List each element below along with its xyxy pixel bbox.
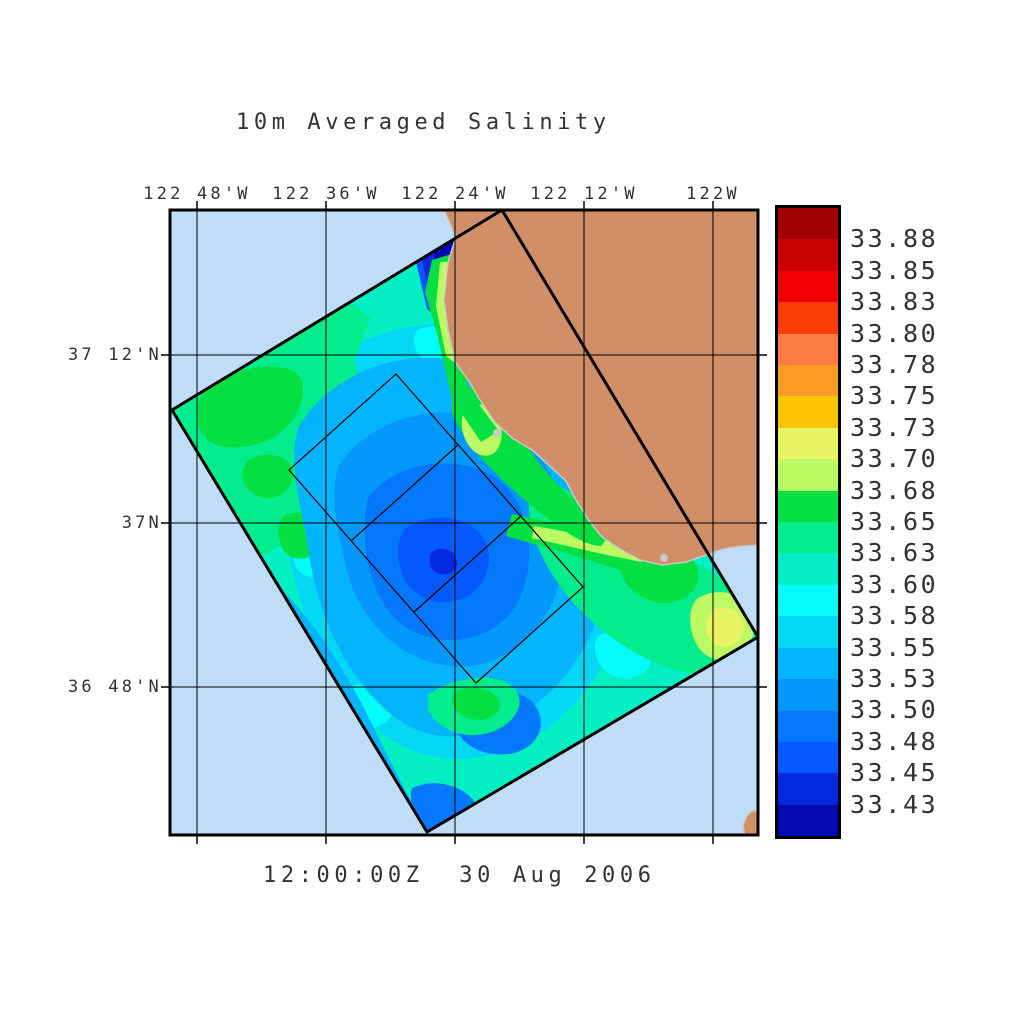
colorbar-band bbox=[778, 553, 838, 585]
colorbar-tick-label: 33.70 bbox=[850, 444, 939, 473]
colorbar-tick-label: 33.88 bbox=[850, 224, 939, 253]
colorbar-tick-label: 33.65 bbox=[850, 507, 939, 536]
colorbar-tick-label: 33.63 bbox=[850, 538, 939, 567]
colorbar-band bbox=[778, 522, 838, 554]
y-axis-label-36-48n: 36 48'N bbox=[67, 677, 162, 697]
x-axis-label-122w: 122W bbox=[686, 184, 740, 204]
field-eddy-core-dark bbox=[429, 548, 458, 575]
map-frame bbox=[168, 208, 760, 837]
salinity-field bbox=[172, 210, 758, 832]
colorbar-band bbox=[778, 647, 838, 680]
colorbar-band bbox=[778, 239, 838, 271]
nested-subdomains bbox=[288, 373, 584, 684]
colorbar-band bbox=[778, 741, 838, 774]
colorbar-band bbox=[778, 208, 838, 240]
colorbar-band bbox=[778, 804, 838, 837]
x-axis-label-122-12w: 122 12'W bbox=[530, 184, 638, 204]
colorbar bbox=[775, 205, 841, 839]
colorbar-tick-label: 33.83 bbox=[850, 287, 939, 316]
grid-lines bbox=[170, 210, 758, 835]
colorbar-band bbox=[778, 616, 838, 648]
colorbar-band bbox=[778, 679, 838, 711]
colorbar-tick-label: 33.75 bbox=[850, 381, 939, 410]
land-california bbox=[442, 210, 758, 566]
colorbar-band bbox=[778, 584, 838, 617]
colorbar-tick-label: 33.58 bbox=[850, 601, 939, 630]
x-axis-label-122-36w: 122 36'W bbox=[272, 184, 380, 204]
colorbar-band bbox=[778, 490, 838, 523]
colorbar-band bbox=[778, 365, 838, 397]
colorbar-band bbox=[778, 459, 838, 491]
y-axis-label-37-12n: 37 12'N bbox=[67, 345, 162, 365]
colorbar-band bbox=[778, 270, 838, 303]
coast-marsh-dot bbox=[660, 554, 668, 562]
colorbar-band bbox=[778, 302, 838, 334]
colorbar-tick-label: 33.45 bbox=[850, 758, 939, 787]
colorbar-tick-label: 33.85 bbox=[850, 256, 939, 285]
colorbar-band bbox=[778, 333, 838, 366]
colorbar-band bbox=[778, 773, 838, 805]
colorbar-tick-label: 33.48 bbox=[850, 727, 939, 756]
land-south-headland bbox=[742, 809, 758, 835]
colorbar-tick-label: 33.53 bbox=[850, 664, 939, 693]
colorbar-tick-label: 33.68 bbox=[850, 476, 939, 505]
colorbar-band bbox=[778, 396, 838, 428]
x-axis-label-122-48w: 122 48'W bbox=[143, 184, 251, 204]
colorbar-tick-label: 33.73 bbox=[850, 413, 939, 442]
y-axis-label-37n: 37N bbox=[121, 513, 162, 533]
colorbar-tick-label: 33.43 bbox=[850, 790, 939, 819]
field-west-green-blob bbox=[242, 454, 294, 499]
colorbar-tick-label: 33.80 bbox=[850, 319, 939, 348]
field-corner-yellow bbox=[705, 607, 744, 648]
colorbar-band bbox=[778, 427, 838, 460]
plot-title: 10m Averaged Salinity bbox=[236, 110, 611, 135]
colorbar-tick-label: 33.55 bbox=[850, 633, 939, 662]
colorbar-tick-label: 33.50 bbox=[850, 695, 939, 724]
field-bay-streak-yellowgreen bbox=[532, 526, 646, 562]
colorbar-band bbox=[778, 710, 838, 742]
colorbar-tick-label: 33.78 bbox=[850, 350, 939, 379]
x-axis-label-122-24w: 122 24'W bbox=[401, 184, 509, 204]
coast-marsh-dot bbox=[493, 429, 501, 437]
model-domain-boundary bbox=[170, 210, 758, 835]
colorbar-tick-label: 33.60 bbox=[850, 570, 939, 599]
field-west-green-blob bbox=[196, 366, 304, 448]
timestamp-label: 12:00:00Z 30 Aug 2006 bbox=[263, 863, 656, 888]
field-bottom-green-core bbox=[451, 687, 500, 720]
